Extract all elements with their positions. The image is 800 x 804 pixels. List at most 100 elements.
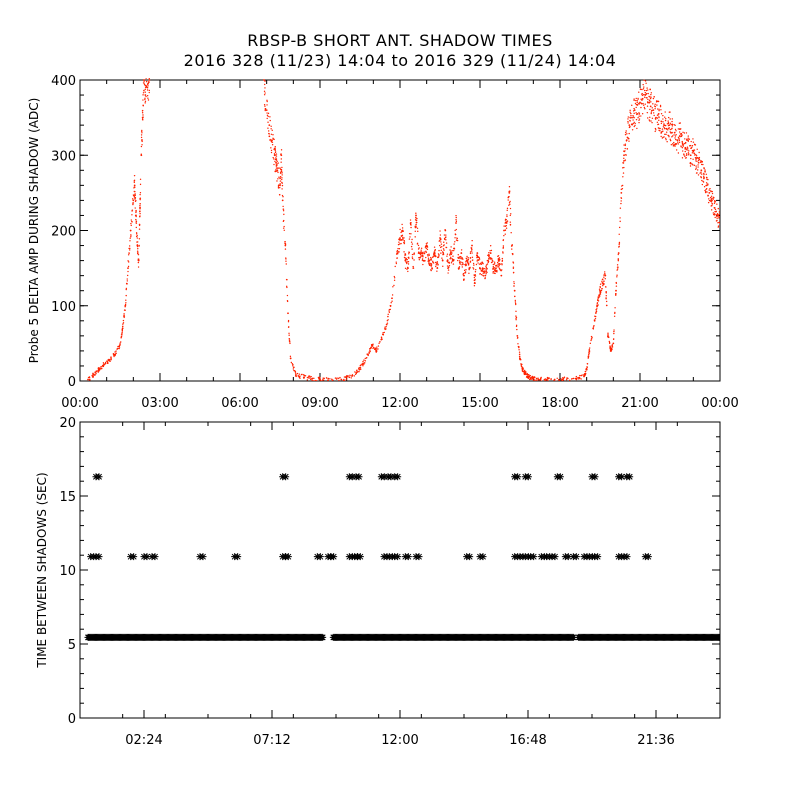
data-point xyxy=(649,96,651,98)
data-point xyxy=(649,116,651,119)
data-point xyxy=(282,227,285,229)
data-point xyxy=(495,270,497,272)
data-point xyxy=(471,256,474,259)
data-point xyxy=(468,268,470,271)
data-point xyxy=(718,211,720,213)
data-point xyxy=(275,167,278,169)
data-point xyxy=(534,379,536,381)
data-point xyxy=(661,128,664,130)
data-point xyxy=(550,378,552,381)
data-point xyxy=(513,285,515,287)
data-point xyxy=(430,265,432,267)
data-point xyxy=(371,345,374,347)
data-point xyxy=(605,298,607,300)
data-point xyxy=(643,86,645,88)
data-point xyxy=(445,242,448,244)
data-point xyxy=(263,94,266,96)
data-point xyxy=(713,207,716,209)
data-point xyxy=(267,115,269,118)
data-point xyxy=(368,352,370,354)
data-point xyxy=(616,276,618,278)
data-point xyxy=(286,278,288,281)
chart-title: RBSP-B SHORT ANT. SHADOW TIMES xyxy=(247,31,553,50)
data-point xyxy=(651,109,653,112)
data-point xyxy=(502,245,505,247)
data-point xyxy=(308,375,310,377)
data-point xyxy=(403,242,406,245)
data-point xyxy=(382,332,384,334)
data-point xyxy=(309,378,312,381)
data-point xyxy=(320,379,322,381)
data-point xyxy=(502,239,505,241)
data-point xyxy=(410,241,413,243)
data-point xyxy=(517,343,519,345)
data-point xyxy=(715,220,718,222)
data-point xyxy=(413,253,415,256)
data-point xyxy=(623,166,625,169)
data-point xyxy=(475,263,478,266)
data-point xyxy=(627,122,629,124)
data-point xyxy=(717,207,719,210)
data-point xyxy=(457,259,459,262)
data-point xyxy=(706,176,708,179)
data-point xyxy=(135,218,137,221)
data-point xyxy=(275,169,277,171)
data-point xyxy=(633,112,635,115)
data-point xyxy=(451,258,454,260)
data-point xyxy=(429,262,431,265)
data-point xyxy=(498,257,501,259)
data-point xyxy=(650,101,652,103)
data-point xyxy=(599,292,601,295)
data-point xyxy=(137,261,140,264)
data-point xyxy=(279,167,281,169)
data-point xyxy=(538,379,540,381)
data-point xyxy=(506,221,508,223)
y-axis-label: TIME BETWEEN SHADOWS (SEC) xyxy=(35,472,49,668)
data-point xyxy=(403,237,405,239)
data-point xyxy=(267,112,270,115)
data-point xyxy=(413,259,415,261)
data-point xyxy=(522,367,524,369)
data-point xyxy=(433,246,436,248)
data-point xyxy=(604,274,607,277)
data-point xyxy=(700,163,703,166)
data-point xyxy=(502,252,504,254)
data-point xyxy=(277,162,279,164)
data-point xyxy=(599,283,602,285)
data-point xyxy=(515,315,517,317)
x-tick-label: 06:00 xyxy=(221,396,258,411)
data-point xyxy=(633,99,635,102)
data-point xyxy=(708,191,711,194)
data-point xyxy=(674,124,676,127)
data-point xyxy=(145,70,146,71)
data-point xyxy=(611,346,614,348)
data-point xyxy=(437,264,439,266)
data-point xyxy=(654,127,657,130)
data-point xyxy=(707,195,709,197)
data-point xyxy=(413,252,415,254)
data-point xyxy=(512,267,515,270)
data-point xyxy=(281,174,283,176)
data-point xyxy=(514,295,516,298)
data-point xyxy=(450,257,452,260)
data-point xyxy=(435,265,437,268)
data-point xyxy=(140,154,143,157)
data-point xyxy=(596,299,599,302)
data-point xyxy=(133,184,136,187)
data-point xyxy=(459,263,461,265)
data-point xyxy=(669,122,672,125)
data-point xyxy=(687,140,689,143)
data-point xyxy=(588,348,590,351)
data-point xyxy=(277,167,279,169)
data-point xyxy=(622,176,624,178)
data-point xyxy=(417,230,419,233)
data-point xyxy=(389,308,392,311)
data-point xyxy=(588,352,590,355)
data-point xyxy=(635,112,637,114)
data-point xyxy=(652,103,654,105)
data-point xyxy=(280,158,283,160)
data-point xyxy=(675,143,677,145)
data-point xyxy=(700,160,702,162)
data-point xyxy=(671,136,673,138)
data-point xyxy=(566,377,568,379)
